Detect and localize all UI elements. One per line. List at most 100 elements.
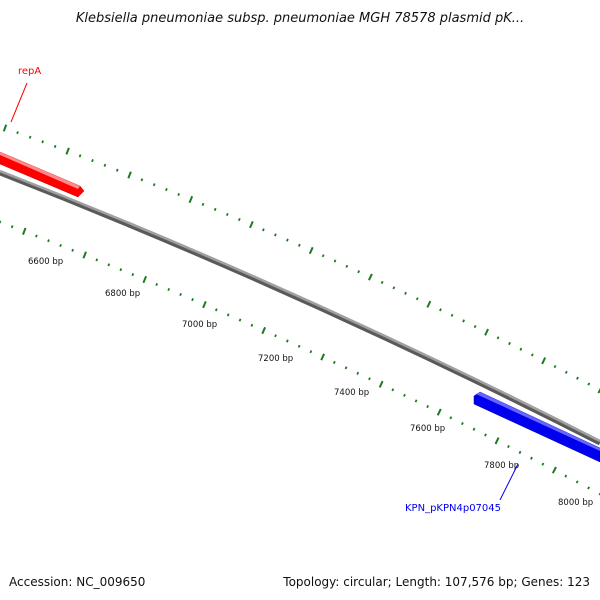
outer-minor-tick [16, 131, 19, 135]
inner-minor-tick [95, 258, 99, 262]
outer-minor-tick [53, 144, 57, 149]
outer-minor-tick [237, 218, 241, 222]
scale-label-6800: 6800 bp [105, 289, 140, 299]
inner-minor-tick [426, 405, 430, 409]
outer-minor-tick [297, 243, 301, 247]
inner-minor-tick [226, 313, 230, 317]
outer-minor-tick [201, 202, 205, 206]
inner-minor-tick [391, 388, 395, 392]
inner-minor-tick [71, 248, 74, 252]
inner-minor-tick [356, 371, 360, 375]
inner-minor-tick [238, 318, 242, 322]
gene-KPN_pKPN4p07045-arrow[interactable] [473, 391, 600, 463]
inner-minor-tick [587, 486, 590, 490]
inner-major-tick [436, 408, 442, 416]
inner-minor-tick [297, 344, 301, 348]
outer-minor-tick [321, 254, 325, 258]
inner-minor-tick [285, 339, 289, 343]
outer-minor-tick [115, 168, 119, 172]
inner-minor-tick [575, 480, 579, 484]
inner-major-tick [551, 466, 557, 474]
outer-minor-tick [333, 259, 337, 263]
outer-major-tick [308, 246, 314, 255]
accession-text: Accession: NC_009650 [9, 575, 146, 589]
scale-label-7000: 7000 bp [182, 320, 217, 330]
gene-repA-label: repA [18, 66, 41, 77]
inner-major-tick [82, 251, 87, 259]
outer-major-tick [367, 273, 373, 281]
outer-tick-row [2, 124, 600, 394]
scale-label-7400: 7400 bp [334, 388, 369, 398]
outer-minor-tick [519, 347, 523, 351]
outer-minor-tick [262, 228, 265, 232]
inner-minor-tick [403, 393, 406, 397]
outer-minor-tick [564, 370, 568, 374]
inner-minor-tick [368, 377, 371, 381]
outer-minor-tick [274, 233, 277, 237]
gene-KPN_pKPN4p07045-callout [499, 463, 519, 501]
inner-minor-tick [107, 263, 111, 267]
inner-minor-tick [541, 462, 545, 466]
gene-repA-callout [10, 82, 28, 123]
outer-minor-tick [530, 353, 534, 357]
inner-minor-tick [530, 456, 533, 460]
inner-minor-tick [59, 243, 62, 248]
scale-label-6600: 6600 bp [28, 257, 63, 267]
outer-minor-tick [225, 212, 229, 217]
inner-major-tick [261, 326, 267, 335]
inner-minor-tick [35, 234, 38, 238]
outer-minor-tick [587, 382, 591, 386]
scale-label-8000: 8000 bp [558, 498, 593, 508]
outer-minor-tick [165, 188, 168, 192]
outer-major-tick [484, 328, 490, 336]
outer-major-tick [65, 147, 70, 155]
outer-minor-tick [404, 291, 407, 295]
inner-minor-tick [564, 474, 568, 478]
scale-label-7800: 7800 bp [484, 461, 519, 471]
outer-minor-tick [553, 364, 557, 369]
inner-minor-tick [309, 350, 313, 354]
inner-minor-tick [274, 334, 277, 338]
outer-minor-tick [28, 135, 32, 139]
outer-minor-tick [496, 336, 500, 340]
inner-minor-tick [191, 298, 194, 302]
outer-minor-tick [462, 319, 466, 323]
outer-minor-tick [213, 207, 217, 212]
outer-major-tick [127, 171, 132, 179]
inner-minor-tick [332, 360, 336, 364]
inner-minor-tick [10, 225, 14, 229]
outer-minor-tick [152, 183, 156, 187]
outer-minor-tick [286, 238, 289, 242]
inner-major-tick [320, 353, 326, 361]
inner-minor-tick [344, 366, 348, 370]
inner-minor-tick [155, 282, 159, 287]
inner-minor-tick [484, 433, 487, 437]
scale-label-7600: 7600 bp [410, 424, 445, 434]
inner-minor-tick [119, 268, 123, 272]
inner-minor-tick [131, 273, 135, 277]
gene-repA-highlight [0, 152, 80, 189]
topology-summary: Topology: circular; Length: 107,576 bp; … [283, 575, 590, 589]
gene-KPN_pKPN4p07045-highlight [476, 392, 600, 451]
outer-major-tick [597, 387, 600, 394]
inner-minor-tick [472, 427, 476, 431]
outer-minor-tick [91, 159, 94, 163]
inner-minor-tick [0, 220, 2, 224]
outer-minor-tick [508, 341, 511, 346]
inner-minor-tick [250, 323, 254, 327]
outer-minor-tick [439, 308, 442, 312]
inner-major-tick [202, 301, 207, 309]
outer-minor-tick [576, 376, 579, 380]
inner-major-tick [22, 227, 27, 235]
inner-major-tick [494, 437, 500, 445]
inner-tick-row [0, 220, 600, 496]
outer-minor-tick [345, 264, 349, 268]
outer-minor-tick [177, 192, 180, 197]
outer-minor-tick [415, 297, 419, 301]
outer-major-tick [541, 357, 547, 365]
outer-minor-tick [357, 270, 361, 274]
outer-minor-tick [140, 178, 144, 182]
outer-minor-tick [103, 163, 107, 167]
outer-minor-tick [78, 154, 82, 158]
